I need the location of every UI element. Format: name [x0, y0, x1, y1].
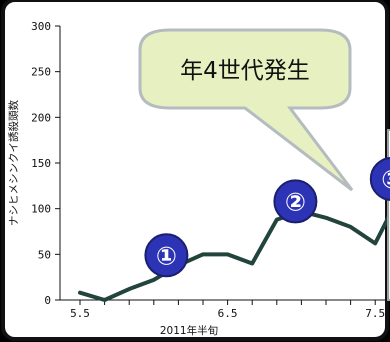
- y-tick-label: 100: [31, 203, 51, 216]
- generation-marker-label: ②: [285, 187, 306, 216]
- generation-marker-circle: [144, 233, 189, 278]
- generation-marker-circle: [369, 157, 390, 201]
- inset-panel-box: [387, 129, 390, 301]
- generation-markers: ① ② ③: [144, 157, 390, 278]
- y-tick-label: 250: [31, 66, 51, 79]
- x-axis-title: 2011年半旬: [160, 324, 218, 337]
- x-tick-group: 5.5 6.5 7.5: [70, 300, 385, 320]
- x-tick-label: 7.5: [365, 307, 385, 320]
- generation-marker-label: ③: [381, 165, 390, 194]
- y-tick-label: 200: [31, 111, 51, 124]
- x-tick-label: 5.5: [70, 307, 90, 320]
- y-axis-title: ナシヒメシンクイ誘殺頭数: [7, 100, 20, 226]
- inset-panel: [387, 129, 390, 301]
- y-tick-label: 300: [31, 20, 51, 33]
- generation-marker-circle: [273, 179, 318, 224]
- callout-text: 年4世代発生: [180, 58, 310, 84]
- callout-shape: [138, 28, 354, 192]
- generation-marker-label: ①: [156, 241, 177, 270]
- y-tick-label: 0: [44, 294, 51, 307]
- callout-bubble: 年4世代発生: [138, 28, 354, 192]
- y-tick-label: 50: [38, 248, 51, 261]
- y-tick-label: 150: [31, 157, 51, 170]
- series-line: [78, 209, 390, 302]
- y-tick-group: 0 50 100 150 200 250 300: [31, 20, 60, 307]
- x-tick-label: 6.5: [218, 307, 238, 320]
